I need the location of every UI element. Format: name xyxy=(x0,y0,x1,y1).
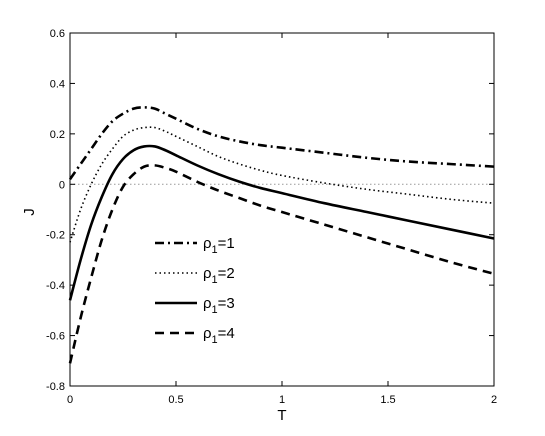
x-tick-label: 1.5 xyxy=(380,394,395,406)
legend: ρ1=1 ρ1=2 ρ1=3 ρ1=4 xyxy=(155,235,235,346)
series-line-1 xyxy=(68,106,495,180)
y-tick-label: 0 xyxy=(59,179,65,191)
x-tick-label: 2 xyxy=(491,394,497,406)
x-tick-label: 0.5 xyxy=(168,394,183,406)
x-tick-label: 0 xyxy=(67,394,73,406)
legend-label-4: ρ1=4 xyxy=(203,325,235,346)
x-tick-label: 1 xyxy=(279,394,285,406)
series-line-2 xyxy=(69,126,495,243)
y-tick-label: 0.2 xyxy=(50,129,65,141)
y-axis-title: J xyxy=(21,208,38,216)
y-tick-label: -0.2 xyxy=(46,230,65,242)
ticks-layer: 0 0.5 1 1.5 2 -0.8 -0.6 -0.4 -0.2 0 0.2 0.4 0.6 xyxy=(46,28,497,406)
plot-area xyxy=(69,32,495,387)
x-axis-title: T xyxy=(277,407,286,424)
y-tick-label: 0.4 xyxy=(50,78,65,90)
legend-label-3: ρ1=3 xyxy=(203,295,235,316)
y-tick-label: 0.6 xyxy=(50,28,65,40)
series-line-3 xyxy=(68,144,495,301)
legend-label-2: ρ1=2 xyxy=(203,265,235,286)
y-tick-label: -0.4 xyxy=(46,280,65,292)
y-tick-label: -0.8 xyxy=(46,381,65,393)
series-layer xyxy=(68,106,495,364)
y-tick-label: -0.6 xyxy=(46,331,65,343)
legend-label-1: ρ1=1 xyxy=(203,235,235,256)
series-line-4 xyxy=(68,163,495,364)
